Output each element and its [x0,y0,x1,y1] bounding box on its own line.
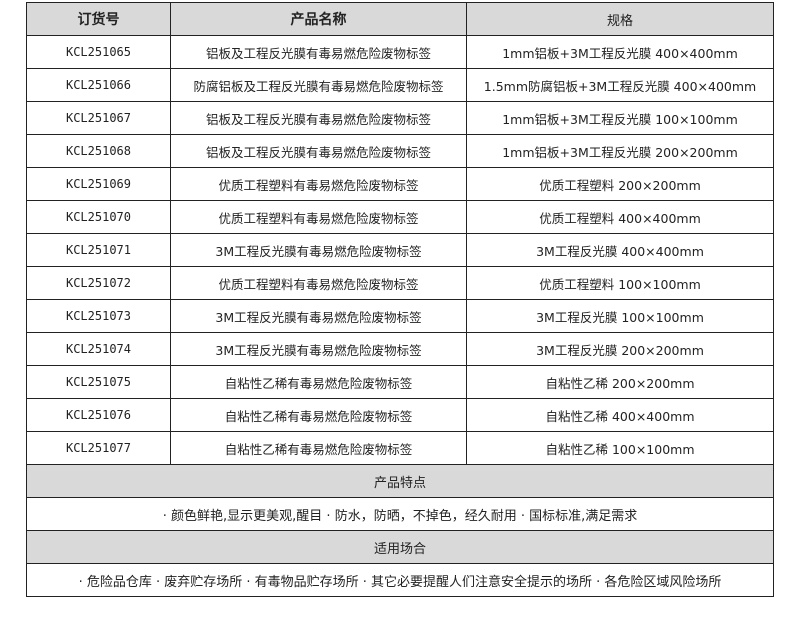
cell-product-name: 自粘性乙稀有毒易燃危险废物标签 [170,398,467,432]
table-row: KCL251074 3M工程反光膜有毒易燃危险废物标签 3M工程反光膜 200×20… [26,332,774,366]
table-row: KCL251073 3M工程反光膜有毒易燃危险废物标签 3M工程反光膜 100×10… [26,299,774,333]
cell-order-no: KCL251073 [26,299,171,333]
table-row: KCL251065 铝板及工程反光膜有毒易燃危险废物标签 1mm铝板+3M工程反光膜… [26,35,774,69]
table-row: KCL251067 铝板及工程反光膜有毒易燃危险废物标签 1mm铝板+3M工程反光膜… [26,101,774,135]
cell-order-no: KCL251070 [26,200,171,234]
table-row: KCL251071 3M工程反光膜有毒易燃危险废物标签 3M工程反光膜 400×40… [26,233,774,267]
cell-spec: 1mm铝板+3M工程反光膜 100×100mm [466,101,774,135]
cell-product-name: 自粘性乙稀有毒易燃危险废物标签 [170,431,467,465]
cell-order-no: KCL251068 [26,134,171,168]
cell-order-no: KCL251066 [26,68,171,102]
cell-product-name: 铝板及工程反光膜有毒易燃危险废物标签 [170,35,467,69]
cell-product-name: 自粘性乙稀有毒易燃危险废物标签 [170,365,467,399]
table-row: KCL251070 优质工程塑料有毒易燃危险废物标签 优质工程塑料 400×400m… [26,200,774,234]
features-title: 产品特点 [26,464,774,498]
cell-order-no: KCL251069 [26,167,171,201]
cell-product-name: 3M工程反光膜有毒易燃危险废物标签 [170,299,467,333]
cell-spec: 3M工程反光膜 100×100mm [466,299,774,333]
table-row: KCL251077 自粘性乙稀有毒易燃危险废物标签 自粘性乙稀 100×100mm [26,431,774,465]
header-spec: 规格 [466,2,774,36]
cell-spec: 3M工程反光膜 400×400mm [466,233,774,267]
header-product-name: 产品名称 [170,2,467,36]
cell-spec: 自粘性乙稀 100×100mm [466,431,774,465]
cell-order-no: KCL251077 [26,431,171,465]
cell-order-no: KCL251075 [26,365,171,399]
cell-order-no: KCL251074 [26,332,171,366]
cell-product-name: 优质工程塑料有毒易燃危险废物标签 [170,167,467,201]
cell-spec: 1mm铝板+3M工程反光膜 200×200mm [466,134,774,168]
cell-spec: 优质工程塑料 100×100mm [466,266,774,300]
cell-spec: 1mm铝板+3M工程反光膜 400×400mm [466,35,774,69]
table-row: KCL251066 防腐铝板及工程反光膜有毒易燃危险废物标签 1.5mm防腐铝板+3… [26,68,774,102]
cell-spec: 自粘性乙稀 200×200mm [466,365,774,399]
table-row: KCL251068 铝板及工程反光膜有毒易燃危险废物标签 1mm铝板+3M工程反光膜… [26,134,774,168]
table-row: KCL251075 自粘性乙稀有毒易燃危险废物标签 自粘性乙稀 200×200mm [26,365,774,399]
cell-product-name: 3M工程反光膜有毒易燃危险废物标签 [170,233,467,267]
header-row: 订货号 产品名称 规格 [26,2,774,36]
usage-text: · 危险品仓库 · 废弃贮存场所 · 有毒物品贮存场所 · 其它必要提醒人们注意… [26,563,774,597]
header-order-no: 订货号 [26,2,171,36]
product-table: 订货号 产品名称 规格 KCL251065 铝板及工程反光膜有毒易燃危险废物标签 1… [26,2,774,597]
cell-order-no: KCL251065 [26,35,171,69]
cell-product-name: 铝板及工程反光膜有毒易燃危险废物标签 [170,101,467,135]
cell-spec: 1.5mm防腐铝板+3M工程反光膜 400×400mm [466,68,774,102]
table-row: KCL251072 优质工程塑料有毒易燃危险废物标签 优质工程塑料 100×100m… [26,266,774,300]
cell-order-no: KCL251071 [26,233,171,267]
cell-product-name: 优质工程塑料有毒易燃危险废物标签 [170,200,467,234]
cell-spec: 优质工程塑料 400×400mm [466,200,774,234]
cell-order-no: KCL251067 [26,101,171,135]
table-row: KCL251069 优质工程塑料有毒易燃危险废物标签 优质工程塑料 200×200m… [26,167,774,201]
features-text: · 颜色鲜艳,显示更美观,醒目 · 防水，防晒，不掉色，经久耐用 · 国标标准,… [26,497,774,531]
cell-product-name: 防腐铝板及工程反光膜有毒易燃危险废物标签 [170,68,467,102]
usage-title: 适用场合 [26,530,774,564]
cell-spec: 自粘性乙稀 400×400mm [466,398,774,432]
cell-product-name: 3M工程反光膜有毒易燃危险废物标签 [170,332,467,366]
cell-order-no: KCL251072 [26,266,171,300]
cell-spec: 优质工程塑料 200×200mm [466,167,774,201]
cell-product-name: 铝板及工程反光膜有毒易燃危险废物标签 [170,134,467,168]
cell-spec: 3M工程反光膜 200×200mm [466,332,774,366]
table-row: KCL251076 自粘性乙稀有毒易燃危险废物标签 自粘性乙稀 400×400mm [26,398,774,432]
cell-product-name: 优质工程塑料有毒易燃危险废物标签 [170,266,467,300]
cell-order-no: KCL251076 [26,398,171,432]
